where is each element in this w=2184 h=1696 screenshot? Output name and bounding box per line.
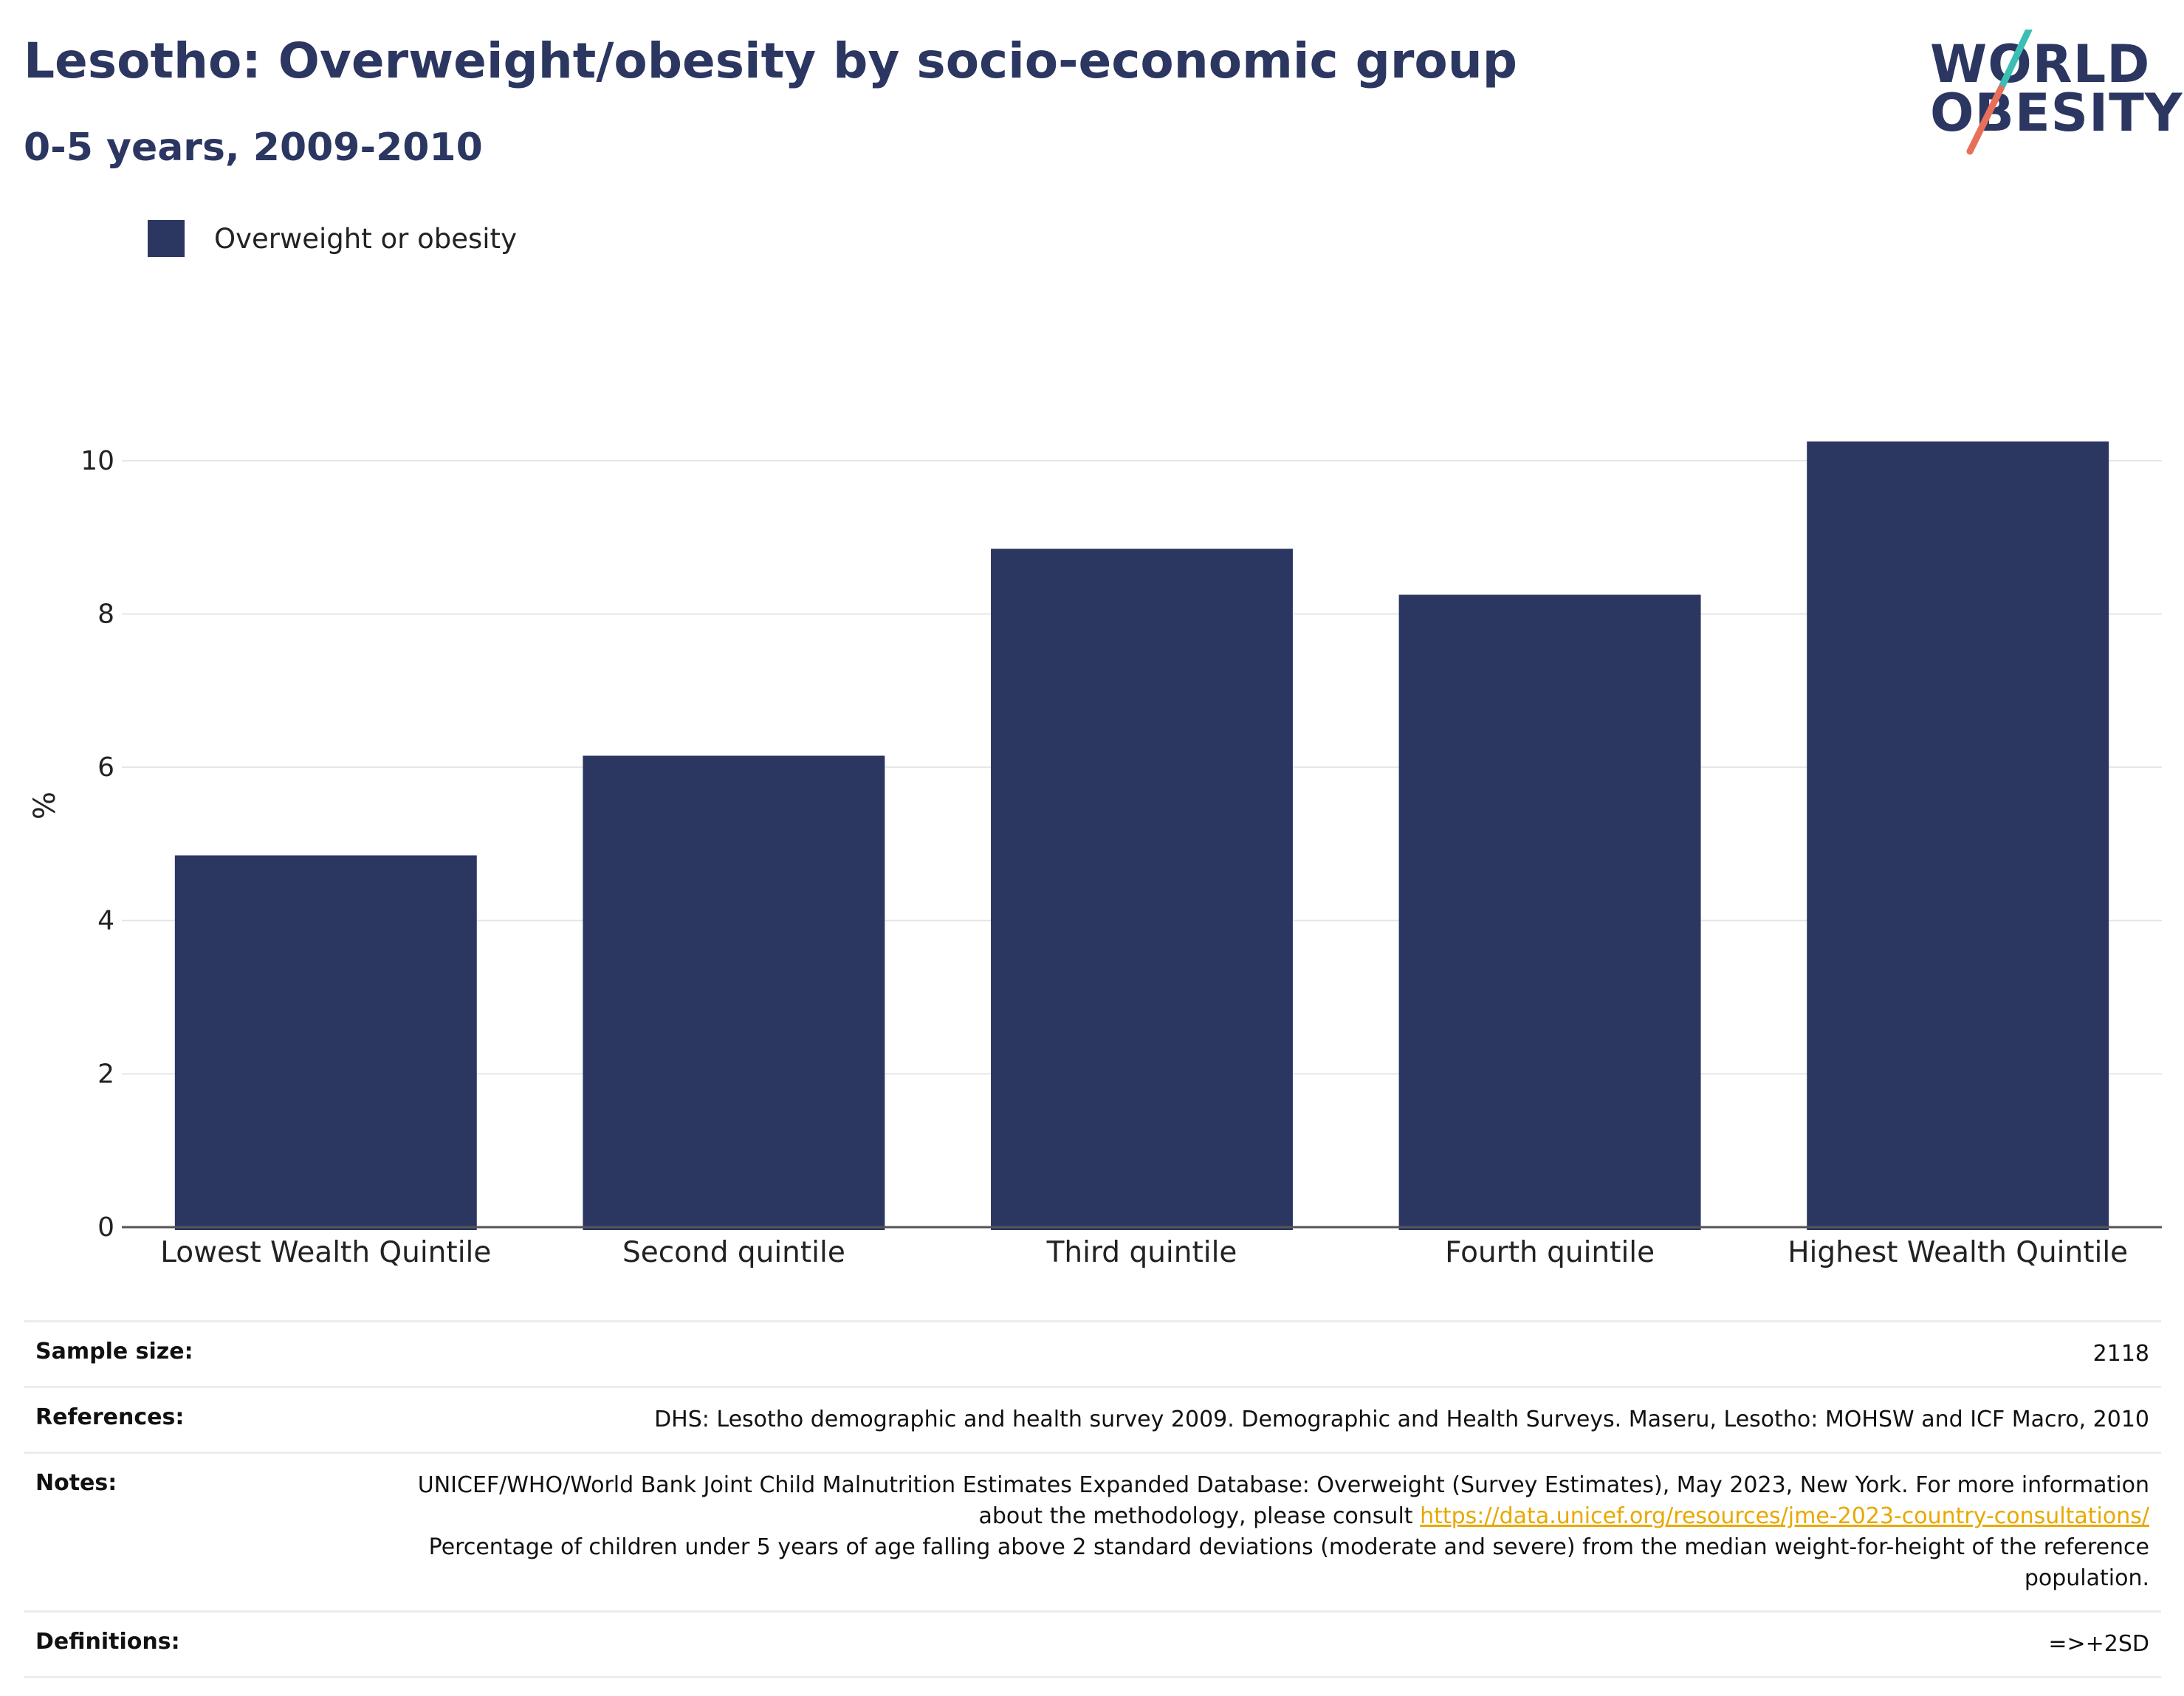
y-axis-label: %	[28, 792, 62, 820]
notes-definition-text: Percentage of children under 5 years of …	[428, 1534, 2149, 1591]
chart-legend: Overweight or obesity	[148, 220, 517, 257]
notes-text: UNICEF/WHO/World Bank Joint Child Malnut…	[417, 1472, 2149, 1529]
x-tick-label: Third quintile	[1046, 1236, 1237, 1269]
x-tick-label: Fourth quintile	[1445, 1236, 1655, 1269]
chart-subtitle: 0-5 years, 2009-2010	[24, 126, 483, 170]
references-value: DHS: Lesotho demographic and health surv…	[654, 1407, 2149, 1432]
y-tick-label: 10	[80, 446, 114, 476]
references-label: References:	[35, 1404, 185, 1430]
definitions-value: =>+2SD	[2048, 1631, 2149, 1657]
notes-label: Notes:	[35, 1470, 117, 1496]
notes-link[interactable]: https://data.unicef.org/resources/jme-20…	[1420, 1503, 2149, 1529]
sample-size-label: Sample size:	[35, 1339, 193, 1364]
logo-line-obesity: OBESITY	[1930, 83, 2183, 143]
bar-1	[174, 855, 477, 1230]
bar-2	[583, 755, 885, 1230]
info-row-definitions: Definitions: =>+2SD	[24, 1610, 2161, 1678]
world-obesity-logo: WORLD OBESITY	[1920, 30, 2183, 162]
legend-label: Overweight or obesity	[214, 222, 517, 255]
info-row-references: References: DHS: Lesotho demographic and…	[24, 1386, 2161, 1452]
y-tick-label: 4	[97, 906, 114, 936]
y-tick-label: 6	[97, 752, 114, 783]
definitions-label: Definitions:	[35, 1629, 180, 1655]
bar-chart: 0 2 4 6 8 10 Lowest Wealth Quintile Second quin…	[28, 441, 2162, 1269]
info-row-notes: Notes: UNICEF/WHO/World Bank Joint Child…	[24, 1452, 2161, 1610]
notes-value: UNICEF/WHO/World Bank Joint Child Malnut…	[407, 1470, 2149, 1594]
x-tick-label: Highest Wealth Quintile	[1788, 1236, 2128, 1269]
sample-size-value: 2118	[2092, 1341, 2149, 1367]
x-tick-label: Lowest Wealth Quintile	[160, 1236, 491, 1269]
bar-3	[991, 549, 1293, 1230]
y-tick-label: 2	[97, 1059, 114, 1089]
y-tick-label: 0	[97, 1212, 114, 1243]
y-tick-label: 8	[97, 599, 114, 629]
info-row-sample-size: Sample size: 2118	[24, 1320, 2161, 1386]
chart-title: Lesotho: Overweight/obesity by socio-eco…	[24, 32, 1517, 89]
x-tick-label: Second quintile	[622, 1236, 845, 1269]
logo-line-world: WORLD	[1930, 34, 2151, 95]
bar-4	[1398, 594, 1701, 1230]
legend-swatch	[148, 220, 185, 257]
bar-5	[1807, 441, 2109, 1230]
info-table: Sample size: 2118 References: DHS: Lesot…	[24, 1320, 2161, 1678]
logo-slash-icon	[1966, 30, 2033, 155]
